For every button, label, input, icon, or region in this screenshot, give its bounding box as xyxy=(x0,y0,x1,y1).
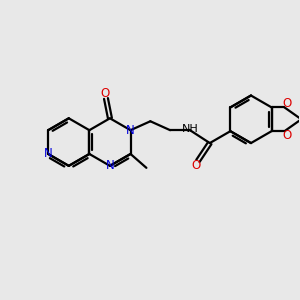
Text: O: O xyxy=(191,159,200,172)
Text: N: N xyxy=(106,159,114,172)
Text: N: N xyxy=(44,148,52,160)
Text: O: O xyxy=(100,87,109,100)
Text: O: O xyxy=(283,129,292,142)
Text: NH: NH xyxy=(182,124,198,134)
Text: N: N xyxy=(126,124,135,137)
Text: O: O xyxy=(283,97,292,110)
